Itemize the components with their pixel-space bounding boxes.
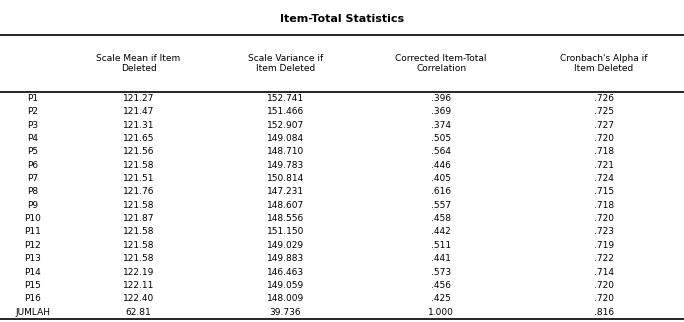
Text: .456: .456 [431, 281, 451, 290]
Text: 147.231: 147.231 [267, 187, 304, 196]
Text: .816: .816 [594, 308, 614, 317]
Text: 148.009: 148.009 [267, 294, 304, 303]
Text: Cronbach's Alpha if
Item Deleted: Cronbach's Alpha if Item Deleted [560, 54, 647, 73]
Text: 122.40: 122.40 [123, 294, 154, 303]
Text: P2: P2 [27, 107, 38, 116]
Text: P15: P15 [24, 281, 41, 290]
Text: 148.607: 148.607 [267, 201, 304, 210]
Text: 121.65: 121.65 [122, 134, 155, 143]
Text: Scale Variance if
Item Deleted: Scale Variance if Item Deleted [248, 54, 324, 73]
Text: 121.47: 121.47 [123, 107, 154, 116]
Text: .724: .724 [594, 174, 614, 183]
Text: .718: .718 [594, 201, 614, 210]
Text: P6: P6 [27, 161, 38, 170]
Text: 121.58: 121.58 [122, 161, 155, 170]
Text: JUMLAH: JUMLAH [15, 308, 50, 317]
Text: Scale Mean if Item
Deleted: Scale Mean if Item Deleted [96, 54, 181, 73]
Text: .720: .720 [594, 134, 614, 143]
Text: .374: .374 [431, 121, 451, 130]
Text: .718: .718 [594, 147, 614, 156]
Text: P8: P8 [27, 187, 38, 196]
Text: .722: .722 [594, 254, 614, 263]
Text: .714: .714 [594, 268, 614, 277]
Text: .715: .715 [594, 187, 614, 196]
Text: 1.000: 1.000 [428, 308, 454, 317]
Text: .446: .446 [431, 161, 451, 170]
Text: .505: .505 [431, 134, 451, 143]
Text: 149.084: 149.084 [267, 134, 304, 143]
Text: .511: .511 [431, 241, 451, 250]
Text: .720: .720 [594, 294, 614, 303]
Text: 149.059: 149.059 [267, 281, 304, 290]
Text: .564: .564 [431, 147, 451, 156]
Text: .369: .369 [431, 107, 451, 116]
Text: .425: .425 [431, 294, 451, 303]
Text: 149.029: 149.029 [267, 241, 304, 250]
Text: Item-Total Statistics: Item-Total Statistics [280, 14, 404, 24]
Text: P16: P16 [24, 294, 41, 303]
Text: 121.56: 121.56 [122, 147, 155, 156]
Text: 39.736: 39.736 [269, 308, 302, 317]
Text: .405: .405 [431, 174, 451, 183]
Text: .616: .616 [431, 187, 451, 196]
Text: 121.51: 121.51 [122, 174, 155, 183]
Text: .458: .458 [431, 214, 451, 223]
Text: P10: P10 [24, 214, 41, 223]
Text: .557: .557 [431, 201, 451, 210]
Text: 121.31: 121.31 [122, 121, 155, 130]
Text: 122.19: 122.19 [123, 268, 154, 277]
Text: .723: .723 [594, 227, 614, 236]
Text: .725: .725 [594, 107, 614, 116]
Text: P12: P12 [24, 241, 41, 250]
Text: .721: .721 [594, 161, 614, 170]
Text: 149.783: 149.783 [267, 161, 304, 170]
Text: 121.58: 121.58 [122, 254, 155, 263]
Text: 149.883: 149.883 [267, 254, 304, 263]
Text: 121.58: 121.58 [122, 201, 155, 210]
Text: 151.150: 151.150 [267, 227, 304, 236]
Text: .727: .727 [594, 121, 614, 130]
Text: 151.466: 151.466 [267, 107, 304, 116]
Text: .441: .441 [431, 254, 451, 263]
Text: P14: P14 [24, 268, 41, 277]
Text: P11: P11 [24, 227, 41, 236]
Text: 121.76: 121.76 [122, 187, 155, 196]
Text: .726: .726 [594, 94, 614, 103]
Text: 152.907: 152.907 [267, 121, 304, 130]
Text: P7: P7 [27, 174, 38, 183]
Text: .573: .573 [431, 268, 451, 277]
Text: 121.58: 121.58 [122, 241, 155, 250]
Text: P3: P3 [27, 121, 38, 130]
Text: 150.814: 150.814 [267, 174, 304, 183]
Text: P4: P4 [27, 134, 38, 143]
Text: .396: .396 [431, 94, 451, 103]
Text: 122.11: 122.11 [123, 281, 154, 290]
Text: 62.81: 62.81 [126, 308, 151, 317]
Text: .720: .720 [594, 281, 614, 290]
Text: .720: .720 [594, 214, 614, 223]
Text: .442: .442 [432, 227, 451, 236]
Text: 121.27: 121.27 [123, 94, 154, 103]
Text: P5: P5 [27, 147, 38, 156]
Text: 148.710: 148.710 [267, 147, 304, 156]
Text: P13: P13 [24, 254, 41, 263]
Text: 121.58: 121.58 [122, 227, 155, 236]
Text: .719: .719 [594, 241, 614, 250]
Text: 121.87: 121.87 [122, 214, 155, 223]
Text: 148.556: 148.556 [267, 214, 304, 223]
Text: 152.741: 152.741 [267, 94, 304, 103]
Text: 146.463: 146.463 [267, 268, 304, 277]
Text: P9: P9 [27, 201, 38, 210]
Text: Corrected Item-Total
Correlation: Corrected Item-Total Correlation [395, 54, 487, 73]
Text: P1: P1 [27, 94, 38, 103]
